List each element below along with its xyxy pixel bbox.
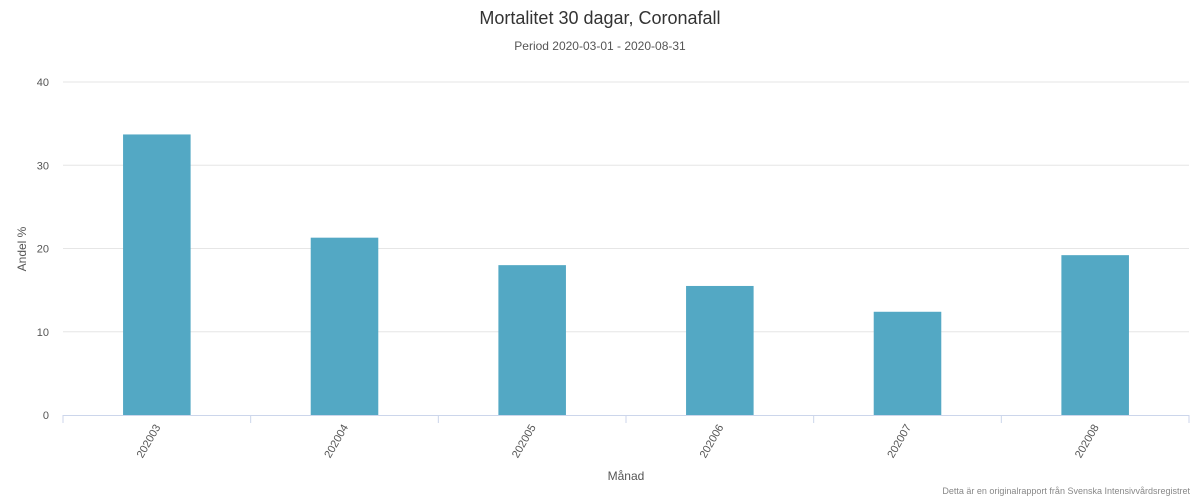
grid-lines (63, 81, 1189, 333)
y-axis-title: Andel % (15, 226, 29, 271)
bar-202005 (498, 265, 566, 415)
y-tick-label: 20 (37, 244, 49, 256)
y-tick-label: 30 (37, 160, 49, 172)
x-tick-label: 202008 (1073, 423, 1102, 461)
x-tick-label: 202003 (135, 423, 164, 461)
chart-subtitle: Period 2020-03-01 - 2020-08-31 (514, 39, 686, 53)
y-tick-label: 40 (37, 77, 49, 89)
y-tick-label: 10 (37, 327, 49, 339)
y-axis-ticks: 0 10 20 30 40 (37, 77, 49, 422)
chart-title: Mortalitet 30 dagar, Coronafall (479, 8, 720, 28)
bar-202004 (310, 237, 379, 415)
bar-202006 (686, 285, 754, 415)
bar-202008 (1061, 255, 1129, 415)
bars (123, 134, 1129, 415)
bar-202007 (873, 311, 942, 415)
x-tick-label: 202004 (322, 423, 351, 461)
x-tick-label: 202007 (885, 423, 914, 461)
x-axis-ticks: 202003 202004 202005 202006 202007 202008 (62, 415, 1190, 461)
bar-202003 (123, 134, 191, 415)
credit-text: Detta är en originalrapport från Svenska… (942, 486, 1190, 496)
x-tick-label: 202006 (698, 423, 727, 461)
y-tick-label: 0 (43, 410, 49, 422)
x-tick-label: 202005 (510, 423, 539, 461)
x-axis-title: Månad (608, 469, 645, 483)
